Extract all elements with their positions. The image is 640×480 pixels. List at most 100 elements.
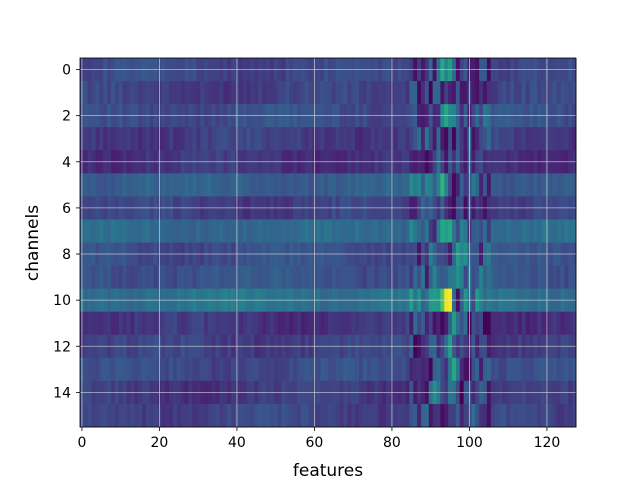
heatmap-cell [382,219,387,243]
heatmap-cell [343,127,348,151]
heatmap-cell [207,265,213,290]
heatmap-cell [231,357,236,382]
heatmap-cell [207,219,213,243]
heatmap-cell [401,357,406,382]
heatmap-cell [134,311,139,336]
heatmap-cell [413,403,418,428]
heatmap-cell [238,311,244,336]
heatmap-cell [328,81,333,105]
heatmap-cell [328,265,333,290]
heatmap-cell [459,173,465,197]
y-tick-label: 6 [62,201,71,217]
heatmap-cell [494,219,499,243]
heatmap-cell [227,357,232,382]
heatmap-cell [138,81,143,105]
heatmap-cell [215,81,220,105]
heatmap-cell [359,403,364,428]
heatmap-cell [405,219,410,243]
heatmap-cell [254,81,259,105]
heatmap-cell [514,357,519,382]
heatmap-cell [83,219,89,243]
heatmap-cell [161,127,166,151]
heatmap-cell [452,127,457,151]
y-axis-label: channels [23,205,43,281]
heatmap-cell [533,219,538,243]
heatmap-cell [343,403,348,428]
heatmap-cell [231,219,236,243]
heatmap-cell [316,219,321,243]
heatmap-cell [188,403,193,428]
heatmap-cell [145,219,151,243]
heatmap-cell [525,357,530,382]
heatmap-cell [328,127,333,151]
heatmap-cell [269,173,275,197]
heatmap-cell [359,311,364,336]
heatmap-cell [378,127,383,151]
heatmap-cell [366,219,372,243]
heatmap-cell [475,311,480,336]
heatmap-cell [521,265,527,290]
heatmap-cell [498,127,503,151]
heatmap-cell [258,219,263,243]
heatmap-cell [521,173,527,197]
heatmap-cell [184,81,189,105]
heatmap-cell [351,357,356,382]
heatmap-cell [355,311,360,336]
heatmap-cell [355,403,360,428]
heatmap-cell [533,357,538,382]
heatmap-cell [432,219,437,243]
heatmap-cell [417,173,422,197]
heatmap-cell [103,127,108,151]
heatmap-cell [223,219,228,243]
heatmap-cell [149,357,155,382]
heatmap-cell [533,265,538,290]
heatmap-cell [517,81,523,105]
heatmap-cell [111,265,116,290]
heatmap-cell [242,173,248,197]
heatmap-cell [293,265,298,290]
heatmap-cell [479,219,484,243]
heatmap-cell [471,265,476,290]
heatmap-cell [339,311,344,336]
heatmap-cell [300,127,306,151]
heatmap-cell [486,311,492,336]
heatmap-cell [502,81,507,105]
heatmap-cell [103,265,108,290]
heatmap-cell [242,311,248,336]
heatmap-cell [316,81,321,105]
heatmap-cell [324,81,329,105]
heatmap-cell [207,403,213,428]
heatmap-cell [126,173,131,197]
heatmap-cell [521,81,527,105]
heatmap-cell [421,403,426,428]
heatmap-cell [285,127,290,151]
heatmap-cell [572,311,577,336]
heatmap-cell [475,173,480,197]
heatmap-cell [285,173,290,197]
heatmap-cell [444,173,449,197]
heatmap-cell [250,173,255,197]
heatmap-cell [564,173,569,197]
heatmap-cell [510,311,515,336]
heatmap-cell [560,173,565,197]
heatmap-cell [428,127,434,151]
heatmap-cell [335,265,341,290]
heatmap-cell [219,403,224,428]
heatmap-cell [421,357,426,382]
heatmap-cell [444,357,449,382]
heatmap-cell [184,265,189,290]
heatmap-cell [180,219,186,243]
y-tick-label: 8 [62,247,71,263]
heatmap-cell [541,311,546,336]
heatmap-cell [134,81,139,105]
heatmap-cell [347,265,352,290]
heatmap-cell [452,403,457,428]
heatmap-cell [134,357,139,382]
heatmap-cell [432,173,437,197]
heatmap-cell [556,357,561,382]
heatmap-cell [359,173,364,197]
heatmap-cell [142,403,147,428]
heatmap-cell [397,265,403,290]
heatmap-cell [521,357,527,382]
heatmap-cell [246,219,251,243]
